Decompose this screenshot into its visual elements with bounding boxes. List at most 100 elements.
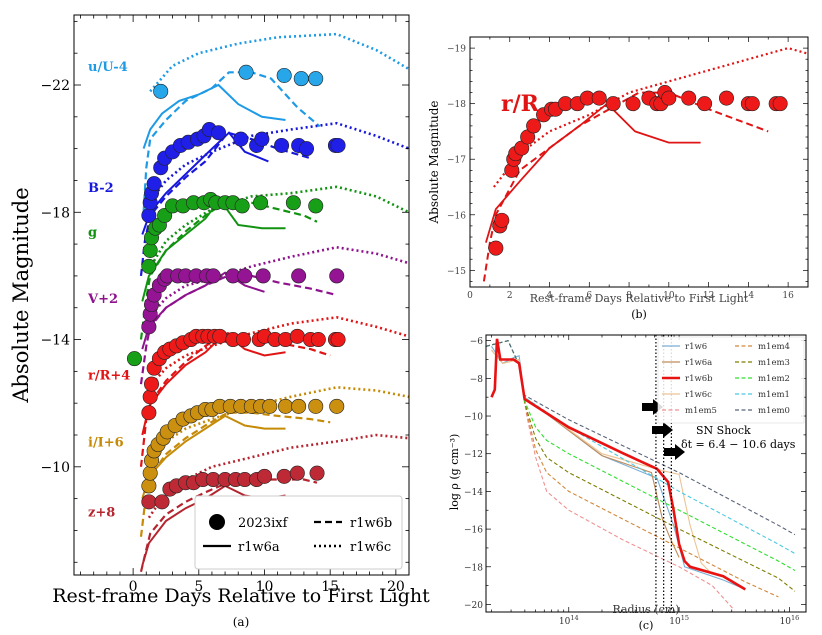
- panel-b-model-a: [485, 102, 701, 243]
- band-6-obs-point: [309, 465, 325, 481]
- panel-b-obs-point: [605, 96, 621, 112]
- band-0-model-a: [142, 83, 286, 149]
- band-label: g: [88, 225, 97, 240]
- shock-sublabel: δt = 6.4 − 10.6 days: [681, 438, 796, 451]
- panel-b-model-c: [493, 46, 808, 188]
- band-3-obs-point: [237, 268, 253, 284]
- band-3-obs-point: [255, 268, 271, 284]
- legend-label-m1em0: m1em0: [758, 406, 790, 416]
- density-line-m1em0: [486, 340, 796, 536]
- x-tick-label: 6: [586, 291, 592, 301]
- band-6-obs-point: [154, 494, 170, 510]
- panel-a-xlabel: Rest-frame Days Relative to First Light: [52, 585, 430, 607]
- band-4-obs-point: [141, 405, 157, 421]
- band-5-obs-point: [142, 465, 158, 481]
- band-0-obs-point: [308, 71, 324, 87]
- panel-b-obs-point: [625, 96, 641, 112]
- band-3-obs-point: [329, 268, 345, 284]
- x-tick-label: 14: [743, 291, 755, 301]
- band-5-obs-point: [141, 478, 157, 494]
- legend-label-r1w6b: r1w6b: [685, 374, 713, 384]
- density-line-r1w6a: [491, 349, 680, 558]
- panel-c-caption: (c): [639, 619, 654, 632]
- y-tick-label: −6: [470, 337, 484, 347]
- legend-label-r1w6c: r1w6c: [685, 390, 712, 400]
- band-0-obs-point: [276, 67, 292, 83]
- band-4-obs-point: [235, 332, 251, 348]
- band-1-obs-point: [233, 131, 249, 147]
- band-4-obs-point: [330, 332, 346, 348]
- panel-a-legend: 2023ixf r1w6a r1w6b r1w6c: [194, 495, 403, 570]
- panel-b-ylabel: Absolute Magnitude: [427, 100, 441, 224]
- band-5-model-c: [147, 385, 409, 465]
- density-line-r1w6c: [491, 349, 713, 575]
- band-6-obs-point: [289, 465, 305, 481]
- band-0-obs-point: [153, 83, 169, 99]
- panel-a-caption: (a): [233, 615, 250, 629]
- panel-b-caption: (b): [631, 308, 647, 321]
- panel-b-obs-point: [697, 96, 713, 112]
- y-tick-label: −17: [447, 156, 466, 166]
- band-3-obs-point: [141, 319, 157, 335]
- y-tick-label: −10: [40, 460, 70, 476]
- panel-b-model-b: [482, 91, 769, 282]
- y-tick-label: −14: [464, 488, 483, 498]
- x-tick-label: 4: [547, 291, 553, 301]
- legend-label-m1em4: m1em4: [758, 342, 790, 352]
- band-5-obs-point: [262, 398, 278, 414]
- band-4-obs-point: [144, 376, 160, 392]
- legend-label-m1em3: m1em3: [758, 358, 790, 368]
- legend-label-c: r1w6c: [350, 540, 391, 555]
- band-6-obs-point: [276, 468, 292, 484]
- band-2-obs-point: [141, 258, 157, 274]
- x-tick-label: 15: [321, 579, 339, 595]
- y-tick-label: −18: [464, 563, 483, 573]
- y-tick-label: −18: [40, 205, 70, 221]
- x-tick-label: 16: [782, 291, 794, 301]
- y-tick-label: −12: [464, 450, 483, 460]
- x-tick-label: 0: [467, 291, 473, 301]
- panel-a-frame: [73, 14, 410, 576]
- legend-label-m1em5: m1em5: [685, 406, 717, 416]
- panel-b-obs-point: [526, 118, 542, 134]
- panel-c-legend: r1w6 r1w6a r1w6b r1w6c m1em5 m1em4 m1em3 m1em2 m…: [657, 336, 805, 424]
- y-tick-label: −19: [447, 45, 466, 55]
- band-6-obs-point: [141, 494, 157, 510]
- panel-b-title: r/R: [501, 91, 540, 117]
- band-0-model-c: [149, 32, 409, 93]
- band-3-model-c: [147, 245, 409, 319]
- x-tick-label: 20: [387, 579, 405, 595]
- panel-b-obs-point: [488, 240, 504, 256]
- band-2-obs-point: [126, 351, 142, 367]
- panel-a: u/U-4 B-2 g V+2 r/R+4 i/I+6 z+8 0 5 10 15 20 −22 −18 −…: [9, 14, 430, 629]
- band-1-model-c: [147, 121, 409, 204]
- band-6-obs-point: [256, 468, 272, 484]
- x-tick-label: 5: [194, 579, 203, 595]
- legend-label-obs: 2023ixf: [238, 516, 289, 531]
- panel-b-obs-point: [681, 90, 697, 106]
- x-tick-label: 10: [663, 291, 675, 301]
- band-1-obs-point: [254, 131, 270, 147]
- legend-label-a: r1w6a: [238, 540, 280, 555]
- band-3-model-b: [139, 274, 337, 385]
- band-1-obs-point: [274, 137, 290, 153]
- legend-marker-obs: [209, 514, 225, 530]
- panel-a-ylabel: Absolute Magnitude: [9, 187, 33, 403]
- legend-label-m1em2: m1em2: [758, 374, 790, 384]
- band-2-obs-point: [308, 198, 324, 214]
- x-tick-label: 1016: [780, 614, 800, 627]
- shock-arrow-icon: [664, 444, 685, 460]
- band-5-obs-point: [278, 398, 294, 414]
- band-2-obs-point: [142, 242, 158, 258]
- y-tick-label: −16: [464, 526, 483, 536]
- panel-b-obs-point: [744, 96, 760, 112]
- x-tick-label: 0: [129, 579, 138, 595]
- panel-b-xlabel: Rest-frame Days Relative to First Light: [530, 292, 749, 305]
- band-2-model-c: [147, 185, 409, 271]
- band-5-obs-point: [291, 398, 307, 414]
- band-1-obs-point: [211, 125, 227, 141]
- band-0-obs-point: [293, 71, 309, 87]
- band-3-obs-point: [205, 268, 221, 284]
- x-tick-label: 8: [626, 291, 632, 301]
